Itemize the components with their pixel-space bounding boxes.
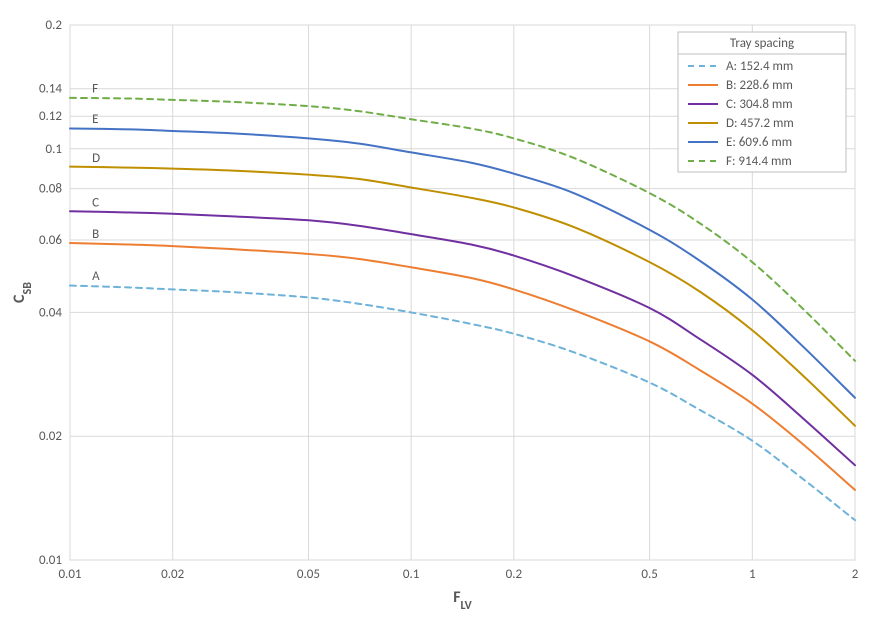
y-tick-label: 0.14 (39, 82, 62, 97)
y-tick-label: 0.1 (46, 142, 62, 157)
x-tick-label: 2 (852, 567, 859, 582)
csb-flv-chart: 0.01 0.02 0.05 0.1 0.2 0.5 1 2 0.01 0.02 0.04 0.06 0… (0, 0, 877, 638)
y-tick-label: 0.02 (39, 429, 62, 444)
y-tick-label: 0.04 (39, 305, 62, 320)
legend-title: Tray spacing (730, 36, 794, 51)
y-tick-label: 0.2 (46, 18, 63, 33)
chart-svg: 0.01 0.02 0.05 0.1 0.2 0.5 1 2 0.01 0.02 0.04 0.06 0… (0, 0, 877, 638)
x-tick-label: 0.02 (161, 567, 184, 582)
series-letter-C: C (92, 196, 99, 211)
legend-label-B: B: 228.6 mm (726, 78, 793, 93)
x-tick-label: 0.2 (506, 567, 523, 582)
x-tick-label: 1 (749, 567, 756, 582)
x-tick-label: 0.1 (403, 567, 419, 582)
series-letter-D: D (92, 151, 100, 166)
y-tick-label: 0.12 (39, 109, 62, 124)
y-tick-label: 0.08 (39, 182, 62, 197)
series-letter-E: E (92, 112, 98, 127)
x-tick-label: 0.01 (58, 567, 81, 582)
legend-label-E: E: 609.6 mm (726, 135, 792, 150)
y-tick-label: 0.01 (39, 553, 62, 568)
x-tick-label: 0.05 (297, 567, 320, 582)
series-letter-A: A (92, 269, 100, 284)
legend-label-F: F: 914.4 mm (726, 154, 792, 169)
legend-label-D: D: 457.2 mm (726, 116, 794, 131)
series-letter-B: B (92, 227, 99, 242)
legend-label-A: A: 152.4 mm (726, 59, 793, 74)
y-tick-label: 0.06 (39, 233, 62, 248)
x-tick-label: 0.5 (641, 567, 657, 582)
series-letter-F: F (92, 82, 98, 97)
legend-label-C: C: 304.8 mm (726, 97, 793, 112)
